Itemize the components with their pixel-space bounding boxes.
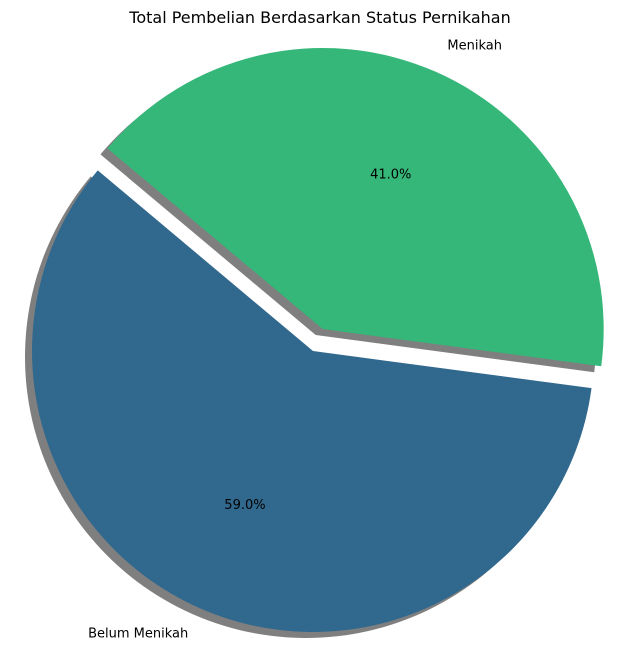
percent-label-belum-menikah: 59.0% bbox=[224, 498, 265, 513]
pie-slice-menikah bbox=[107, 48, 604, 367]
pie-slices bbox=[31, 48, 604, 633]
percent-label-menikah: 41.0% bbox=[370, 167, 411, 182]
pie-slice-belum-menikah bbox=[31, 170, 592, 633]
category-label-menikah: Menikah bbox=[447, 39, 502, 54]
category-label-belum-menikah: Belum Menikah bbox=[88, 626, 188, 641]
pie-labels: 59.0% Belum Menikah 41.0% Menikah bbox=[88, 39, 502, 642]
chart-title: Total Pembelian Berdasarkan Status Perni… bbox=[128, 8, 510, 27]
